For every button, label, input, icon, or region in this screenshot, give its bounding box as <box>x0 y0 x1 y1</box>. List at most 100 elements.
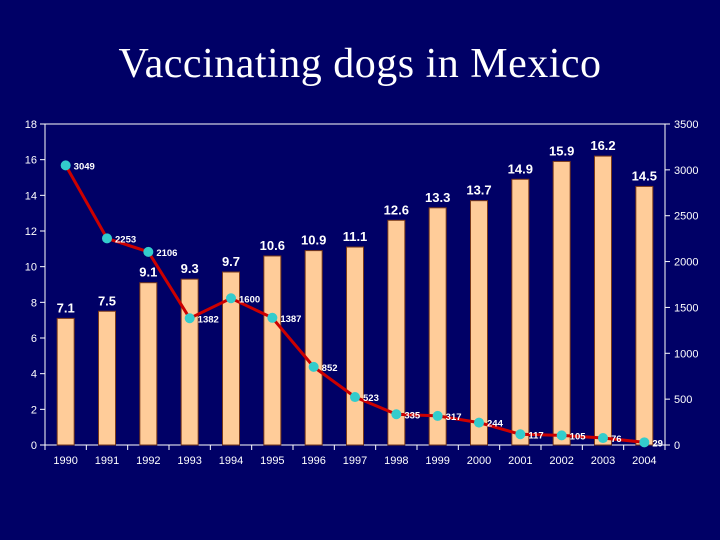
bar-value-label: 9.7 <box>222 254 240 269</box>
line-point <box>60 160 71 171</box>
left-tick-label: 0 <box>31 440 37 452</box>
line-point <box>432 410 443 421</box>
x-tick-label: 2004 <box>632 455 656 467</box>
right-tick-label: 1000 <box>674 348 698 360</box>
left-tick-label: 14 <box>25 190 37 202</box>
x-tick-label: 1990 <box>53 455 77 467</box>
line-point <box>391 409 402 420</box>
x-tick-label: 1991 <box>95 455 119 467</box>
line-point-label: 76 <box>611 434 622 445</box>
line-point-label: 244 <box>487 419 504 430</box>
x-tick-label: 1997 <box>343 455 367 467</box>
bar <box>428 207 447 446</box>
left-tick-label: 10 <box>25 262 37 274</box>
x-tick-label: 1993 <box>177 455 201 467</box>
right-tick-label: 0 <box>674 440 680 452</box>
line-point-label: 117 <box>528 430 543 441</box>
bar-value-label: 9.1 <box>139 265 157 280</box>
x-axis-ticks: 1990 1991 1992 1993 1994 1995 1996 1997 1998 1999… <box>44 445 666 467</box>
line-point <box>556 430 567 441</box>
bar <box>139 282 158 446</box>
line-point <box>308 361 319 372</box>
bar-value-label: 12.6 <box>384 202 409 217</box>
bar-value-label: 14.5 <box>632 168 657 183</box>
bar-value-label: 11.1 <box>343 229 368 244</box>
line-point-label: 1387 <box>280 314 301 325</box>
bar <box>263 255 282 446</box>
bar <box>304 250 323 446</box>
line-point-label: 2253 <box>115 234 136 245</box>
bar-value-label: 7.5 <box>98 293 116 308</box>
right-tick-label: 2500 <box>674 211 698 223</box>
left-tick-label: 12 <box>25 226 37 238</box>
bar <box>511 178 530 446</box>
left-tick-label: 8 <box>31 297 37 309</box>
line-point <box>226 293 236 304</box>
right-tick-label: 3000 <box>674 165 698 177</box>
line-point <box>474 417 484 428</box>
line-point-label: 29 <box>652 438 663 449</box>
x-tick-label: 2002 <box>549 455 573 467</box>
right-axis-ticks: 0 500 1000 1500 2000 2500 3000 3500 <box>665 119 698 452</box>
bar <box>56 317 75 446</box>
bar <box>98 310 116 446</box>
line-point-label: 523 <box>363 393 379 404</box>
bar-value-label: 13.3 <box>425 190 450 205</box>
bar <box>552 160 571 446</box>
slide-title: Vaccinating dogs in Mexico <box>118 41 602 87</box>
left-tick-label: 6 <box>31 333 37 345</box>
x-tick-label: 1992 <box>136 455 160 467</box>
line-point <box>143 246 154 257</box>
line-point-label: 3049 <box>74 161 95 172</box>
right-tick-label: 1500 <box>674 302 698 314</box>
bar <box>346 246 364 446</box>
bar <box>222 271 240 446</box>
left-tick-label: 16 <box>25 155 37 167</box>
bar-series: 7.1 7.5 9.1 9.3 9.7 10.6 10.9 11.1 12.6 13.3 13.7 1… <box>56 138 657 446</box>
line-point-label: 1382 <box>198 314 219 325</box>
bar-value-label: 14.9 <box>508 161 533 176</box>
line-point-label: 335 <box>404 410 421 421</box>
left-tick-label: 18 <box>25 119 37 131</box>
bar-value-label: 9.3 <box>181 261 199 276</box>
bar-value-label: 10.9 <box>301 233 326 248</box>
bar-value-label: 10.6 <box>260 238 285 253</box>
x-tick-label: 2003 <box>591 455 615 467</box>
line-point <box>102 233 112 244</box>
bar <box>387 219 406 446</box>
line-point-label: 852 <box>322 363 338 374</box>
line-series: 3049 2253 2106 1382 1600 1387 852 523 335 317 244 1… <box>60 160 663 449</box>
line-point-label: 105 <box>570 431 587 442</box>
x-tick-label: 1995 <box>260 455 284 467</box>
left-tick-label: 2 <box>31 404 37 416</box>
line-point <box>267 312 278 323</box>
x-tick-label: 2001 <box>508 455 532 467</box>
right-tick-label: 3500 <box>674 119 698 131</box>
bar <box>635 185 654 446</box>
bar <box>594 155 612 446</box>
right-tick-label: 500 <box>674 394 692 406</box>
bar-value-label: 16.2 <box>590 138 615 153</box>
x-tick-label: 1994 <box>219 455 243 467</box>
x-tick-label: 1996 <box>301 455 325 467</box>
line-point <box>515 429 526 440</box>
line-point-label: 1600 <box>239 294 260 305</box>
right-tick-label: 2000 <box>674 257 698 269</box>
left-tick-label: 4 <box>31 369 37 381</box>
line-point <box>350 392 360 403</box>
x-tick-label: 1999 <box>425 455 449 467</box>
line-point <box>184 313 195 324</box>
bar <box>470 200 488 446</box>
bar <box>180 278 199 446</box>
left-axis-ticks: 0 2 4 6 8 10 12 14 16 18 <box>25 119 45 452</box>
x-tick-label: 1998 <box>384 455 408 467</box>
bar-value-label: 7.1 <box>57 300 75 315</box>
line-point-label: 317 <box>446 412 462 423</box>
x-tick-label: 2000 <box>467 455 491 467</box>
bar-value-label: 15.9 <box>549 143 574 158</box>
line-point <box>639 437 650 448</box>
bar-value-label: 13.7 <box>466 183 491 198</box>
line-point-label: 2106 <box>156 248 177 259</box>
line-point <box>598 433 608 444</box>
